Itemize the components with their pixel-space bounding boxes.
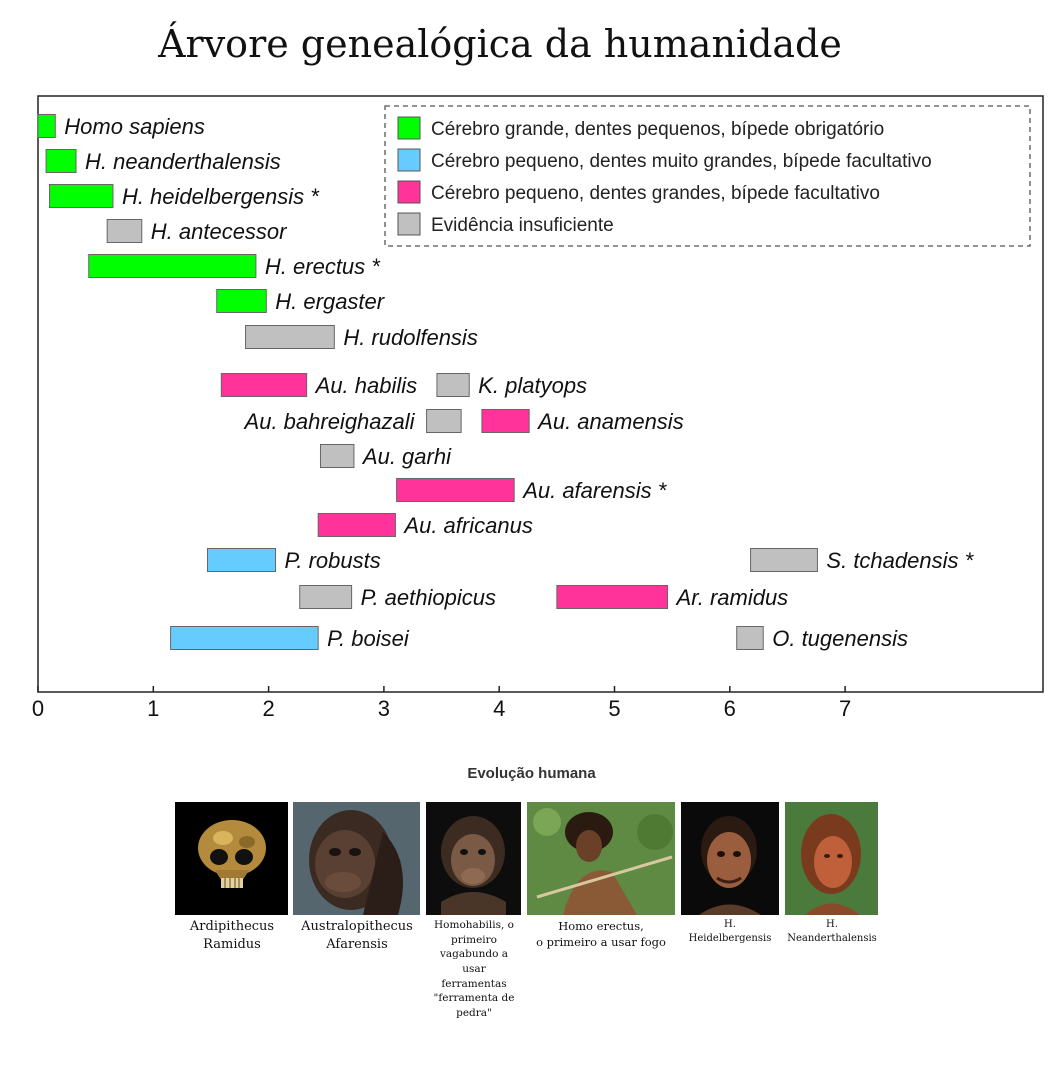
photo-homo-erectus <box>527 802 675 915</box>
bar-label-s-tchadensis: S. tchadensis * <box>826 548 974 573</box>
bar-label-h-neanderthalensis: H. neanderthalensis <box>85 149 281 174</box>
bar-label-au-afarensis: Au. afarensis * <box>521 478 668 503</box>
caption-line: pedra" <box>456 1007 492 1020</box>
caption-neanderthalensis: H. Neanderthalensis <box>780 918 884 946</box>
x-tick-label: 2 <box>262 696 274 721</box>
photo-australopithecus <box>293 802 420 915</box>
bars-layer: Homo sapiens H. neanderthalensis H. heidel… <box>37 114 975 651</box>
x-tick-label: 0 <box>32 696 44 721</box>
caption-line: primeiro <box>451 933 497 946</box>
bar-h-neanderthalensis <box>45 149 77 173</box>
timeline-chart: Homo sapiens H. neanderthalensis H. heidel… <box>32 95 1044 721</box>
bar-ar-ramidus <box>556 585 669 609</box>
bar-label-h-rudolfensis: H. rudolfensis <box>343 325 478 350</box>
bar-s-tchadensis <box>750 548 818 572</box>
photo-ardipithecus <box>175 802 288 915</box>
x-tick-label: 4 <box>493 696 505 721</box>
caption-line: Ramidus <box>203 937 261 953</box>
bar-au-bahreighazali <box>426 409 462 433</box>
bar-p-aethiopicus <box>299 585 353 609</box>
caption-heidelbergensis: H. Heidelbergensis <box>678 918 782 946</box>
x-tick-label: 6 <box>724 696 736 721</box>
photo-homo-habilis <box>426 802 521 915</box>
caption-line: usar <box>462 963 486 976</box>
bar-label-p-boisei: P. boisei <box>327 626 410 651</box>
bar-label-ar-ramidus: Ar. ramidus <box>675 585 789 610</box>
legend: Cérebro grande, dentes pequenos, bípede … <box>384 105 1031 247</box>
legend-frame <box>384 105 1031 247</box>
bar-au-habilis <box>220 373 308 397</box>
bar-au-africanus <box>317 513 396 537</box>
caption-line: Ardipithecus <box>189 919 275 934</box>
bar-label-p-aethiopicus: P. aethiopicus <box>361 585 496 610</box>
page-title: Árvore genealógica da humanidade <box>158 22 842 66</box>
bar-k-platyops <box>436 373 470 397</box>
caption-line: ferramentas <box>441 977 507 990</box>
x-tick-label: 5 <box>608 696 620 721</box>
bar-h-rudolfensis <box>245 325 335 349</box>
bar-label-h-erectus: H. erectus * <box>265 254 381 279</box>
bar-p-boisei <box>170 626 319 650</box>
caption-homo-erectus: Homo erectus, o primeiro a usar fogo <box>522 918 680 950</box>
photo-heidelbergensis <box>681 802 779 915</box>
bar-au-garhi <box>319 444 355 468</box>
bar-au-afarensis <box>396 478 515 502</box>
caption-line: Heidelbergensis <box>688 933 772 944</box>
x-tick-label: 3 <box>378 696 390 721</box>
bar-p-robusts <box>206 548 277 572</box>
bar-label-au-habilis: Au. habilis <box>314 373 418 398</box>
caption-line: Afarensis <box>326 937 388 953</box>
bar-label-h-ergaster: H. ergaster <box>275 289 385 314</box>
photo-neanderthalensis <box>785 802 878 915</box>
bar-au-anamensis <box>481 409 530 433</box>
bar-o-tugenensis <box>736 626 764 650</box>
bar-label-k-platyops: K. platyops <box>478 373 587 398</box>
gallery-title: Evolução humana <box>467 765 596 782</box>
bar-label-h-heidelbergensis: H. heidelbergensis * <box>122 184 320 209</box>
bar-homo-sapiens <box>37 114 56 138</box>
legend-swatch-pink <box>397 180 421 204</box>
bar-label-p-robusts: P. robusts <box>285 548 381 573</box>
caption-australopithecus: Australopithecus Afarensis <box>290 918 424 954</box>
caption-line: H. <box>724 919 736 930</box>
bar-label-au-africanus: Au. africanus <box>402 513 532 538</box>
legend-swatch-gray <box>397 212 421 236</box>
x-tick-label: 7 <box>839 696 851 721</box>
legend-label-blue: Cérebro pequeno, dentes muito grandes, b… <box>431 151 932 172</box>
caption-line: Neanderthalensis <box>787 933 877 944</box>
caption-line: "ferramenta de <box>433 992 515 1005</box>
caption-line: Homo erectus, <box>558 919 644 933</box>
caption-homo-habilis: Homohabilis, o primeiro vagabundo a usar… <box>424 918 524 1021</box>
caption-line: o primeiro a usar fogo <box>536 935 666 950</box>
bar-h-erectus <box>88 254 257 278</box>
legend-label-pink: Cérebro pequeno, dentes grandes, bípede … <box>431 183 880 204</box>
caption-line: vagabundo a <box>439 948 509 961</box>
caption-line: Homohabilis, o <box>434 919 514 931</box>
x-axis: 0 1 2 3 4 5 6 7 <box>32 686 851 721</box>
caption-ardipithecus: Ardipithecus Ramidus <box>170 918 294 954</box>
plot-frame <box>37 95 1044 693</box>
bar-label-h-antecessor: H. antecessor <box>151 219 288 244</box>
caption-line: H. <box>826 919 838 930</box>
bar-h-antecessor <box>106 219 143 243</box>
legend-swatch-blue <box>397 148 421 172</box>
bar-label-au-anamensis: Au. anamensis <box>536 409 684 434</box>
bar-label-au-garhi: Au. garhi <box>361 444 452 469</box>
bar-h-ergaster <box>216 289 267 313</box>
bar-label-au-bahreighazali: Au. bahreighazali <box>243 409 416 434</box>
legend-label-green: Cérebro grande, dentes pequenos, bípede … <box>431 119 884 140</box>
legend-label-gray: Evidência insuficiente <box>431 215 614 236</box>
bar-label-o-tugenensis: O. tugenensis <box>772 626 908 651</box>
bar-h-heidelbergensis <box>49 184 114 208</box>
caption-line: Australopithecus <box>301 919 413 934</box>
legend-swatch-green <box>397 116 421 140</box>
bar-label-homo-sapiens: Homo sapiens <box>64 114 205 139</box>
x-tick-label: 1 <box>147 696 159 721</box>
